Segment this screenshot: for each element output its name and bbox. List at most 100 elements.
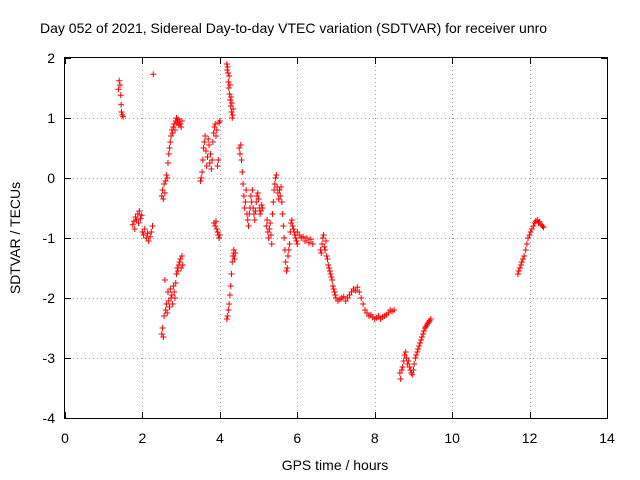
data-point [327, 271, 334, 277]
data-point [116, 82, 123, 88]
series-arc-3 [150, 71, 157, 78]
data-point [410, 367, 417, 373]
data-point [232, 250, 239, 256]
data-point [244, 217, 251, 223]
data-point [279, 211, 286, 217]
x-tick-label: 12 [522, 430, 538, 446]
data-point [165, 151, 172, 157]
data-point [150, 71, 157, 78]
data-point [255, 196, 262, 202]
data-point [240, 193, 247, 199]
data-point [331, 289, 338, 295]
data-point [321, 244, 328, 250]
chart-title: Day 052 of 2021, Sidereal Day-to-day VTE… [40, 20, 547, 36]
data-point [278, 199, 285, 205]
x-tick-label: 8 [371, 430, 379, 446]
series-arc-1 [115, 77, 127, 120]
x-tick-label: 4 [216, 430, 224, 446]
data-point [212, 133, 219, 139]
data-point [309, 241, 316, 247]
data-point [228, 94, 235, 100]
y-tick-labels: -4 -3 -2 -1 0 1 2 [43, 50, 56, 426]
data-point [225, 307, 232, 313]
data-point [399, 364, 406, 370]
data-point [173, 271, 180, 277]
data-point [356, 289, 363, 295]
data-point [285, 247, 292, 253]
data-point [225, 79, 232, 85]
data-point [226, 82, 233, 88]
data-point [179, 262, 186, 268]
data-point [411, 361, 418, 367]
data-point [528, 226, 535, 232]
data-point [161, 190, 168, 196]
data-point [409, 371, 416, 378]
data-point [161, 181, 168, 187]
series-arc-2 [129, 208, 156, 244]
data-point [414, 349, 421, 355]
data-point [161, 313, 168, 319]
data-point [264, 229, 271, 235]
data-point [118, 109, 125, 115]
data-point [216, 118, 223, 124]
data-point [175, 268, 182, 274]
data-point [204, 154, 211, 160]
data-point [160, 334, 167, 340]
data-point [227, 97, 234, 103]
data-point [320, 232, 327, 238]
data-point [138, 212, 145, 219]
data-point [202, 133, 209, 139]
data-point [238, 157, 245, 163]
data-point [300, 233, 307, 240]
series-arc-11 [263, 172, 301, 274]
data-point [283, 268, 290, 274]
data-point [527, 229, 534, 235]
data-point [405, 358, 412, 364]
data-point [117, 92, 124, 99]
data-point [539, 223, 546, 229]
data-point [272, 175, 279, 181]
data-point [161, 277, 168, 283]
data-point [257, 211, 264, 217]
data-point [273, 172, 280, 178]
data-point [340, 293, 347, 300]
data-point [288, 217, 295, 223]
data-point [239, 169, 246, 175]
data-point [522, 247, 529, 253]
data-point [413, 352, 420, 358]
data-point [275, 196, 282, 202]
data-point [199, 169, 206, 175]
data-point [412, 355, 419, 361]
data-point [269, 211, 276, 217]
data-point [254, 190, 261, 196]
data-point [223, 61, 230, 67]
data-point [228, 109, 235, 115]
data-point [292, 235, 299, 241]
y-tick-label: 1 [47, 110, 55, 126]
data-point [212, 223, 219, 229]
data-point [326, 268, 333, 274]
data-point [147, 233, 154, 240]
data-point [129, 221, 136, 228]
data-point [209, 157, 216, 163]
data-point [168, 133, 175, 139]
data-point [149, 223, 156, 229]
data-point [226, 292, 233, 298]
data-point [516, 265, 523, 271]
x-tick-label: 0 [61, 430, 69, 446]
data-point [305, 239, 312, 246]
data-point [270, 199, 277, 205]
data-point [243, 187, 250, 193]
data-point [206, 142, 213, 148]
data-point [215, 157, 222, 163]
data-point [164, 310, 171, 316]
data-point [391, 307, 398, 313]
y-axis-label: SDTVAR / TECUs [7, 182, 23, 294]
data-point [254, 193, 261, 199]
data-point [173, 115, 180, 121]
x-tick-label: 2 [139, 430, 147, 446]
data-point [216, 235, 223, 241]
data-point [318, 250, 325, 256]
series-arc-16 [514, 217, 547, 277]
